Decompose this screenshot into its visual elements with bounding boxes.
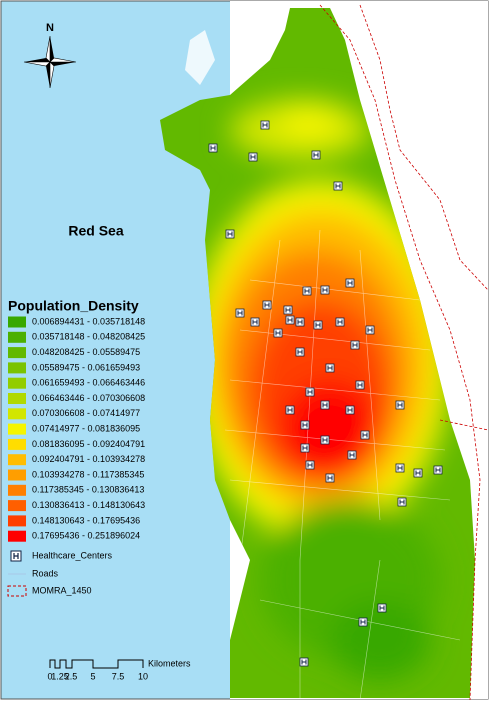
healthcare-glyph [287, 407, 293, 413]
scale-unit: Kilometers [148, 658, 191, 668]
legend-label: 0.17695436 - 0.251896024 [32, 531, 140, 541]
healthcare-glyph [399, 499, 405, 505]
scale-label: 2.5 [65, 671, 78, 681]
legend-swatch [8, 515, 26, 527]
legend: 0.006894431 - 0.035718148 0.035718148 - 0… [8, 316, 145, 542]
healthcare-glyph [302, 422, 308, 428]
legend-label: 0.148130643 - 0.17695436 [32, 515, 140, 525]
north-label: N [46, 22, 54, 34]
healthcare-glyph [349, 452, 355, 458]
healthcare-glyph [315, 322, 321, 328]
scale-label: 10 [138, 671, 148, 681]
legend-swatch [8, 484, 26, 496]
legend-label: 0.081836095 - 0.092404791 [32, 439, 145, 449]
legend-swatch [8, 316, 26, 328]
healthcare-glyph [313, 152, 319, 158]
coast-strip [185, 30, 215, 85]
healthcare-glyph [322, 402, 328, 408]
scale-label: 7.5 [112, 671, 125, 681]
healthcare-glyph [285, 307, 291, 313]
healthcare-glyph [397, 465, 403, 471]
healthcare-glyph [362, 432, 368, 438]
legend-swatch [8, 500, 26, 512]
legend-swatch [8, 469, 26, 481]
healthcare-label: Healthcare_Centers [32, 550, 113, 560]
healthcare-glyph [307, 389, 313, 395]
sea-label: Red Sea [68, 223, 123, 239]
healthcare-glyph [322, 287, 328, 293]
healthcare-glyph [297, 319, 303, 325]
legend-label: 0.048208425 - 0.05589475 [32, 347, 140, 357]
healthcare-glyph [367, 327, 373, 333]
legend-swatch [8, 423, 26, 435]
healthcare-glyph [379, 605, 385, 611]
healthcare-glyph [435, 467, 441, 473]
healthcare-glyph [227, 231, 233, 237]
healthcare-legend: Healthcare_Centers [10, 550, 113, 562]
legend-label: 0.070306608 - 0.07414977 [32, 408, 140, 418]
healthcare-glyph [360, 619, 366, 625]
legend-label: 0.130836413 - 0.148130643 [32, 500, 145, 510]
momra-boundary [319, 4, 489, 701]
healthcare-glyph [335, 183, 341, 189]
legend-swatch [8, 438, 26, 450]
legend-label: 0.07414977 - 0.081836095 [32, 423, 140, 433]
legend-swatch [8, 347, 26, 359]
boundary-label: MOMRA_1450 [32, 585, 92, 595]
healthcare-glyph [352, 342, 358, 348]
legend-swatch [8, 408, 26, 420]
healthcare-glyph [327, 365, 333, 371]
legend-label: 0.117385345 - 0.130836413 [32, 485, 144, 495]
scale-label: 5 [90, 671, 95, 681]
healthcare-glyph [304, 288, 310, 294]
legend-title: Population_Density [8, 298, 139, 314]
boundary-symbol [7, 585, 27, 597]
legend-label: 0.103934278 - 0.117385345 [32, 469, 144, 479]
legend-swatch [8, 377, 26, 389]
healthcare-glyph [327, 475, 333, 481]
healthcare-glyph [210, 145, 216, 151]
healthcare-glyph [262, 122, 268, 128]
legend-label: 0.061659493 - 0.066463446 [32, 378, 145, 388]
legend-label: 0.05589475 - 0.061659493 [32, 362, 140, 372]
healthcare-glyph [397, 402, 403, 408]
scale-label: 0 [47, 671, 52, 681]
healthcare-glyph [287, 317, 293, 323]
legend-label: 0.035718148 - 0.048208425 [32, 332, 145, 342]
healthcare-glyph [301, 659, 307, 665]
legend-swatch [8, 362, 26, 374]
healthcare-glyph [252, 319, 258, 325]
scale-labels: 01.252.5 5 7.5 10 [47, 671, 148, 681]
legend-label: 0.092404791 - 0.103934278 [32, 454, 145, 464]
healthcare-glyph [307, 462, 313, 468]
north-arrow: N [23, 22, 77, 89]
healthcare-glyph [322, 437, 328, 443]
healthcare-glyph [264, 302, 270, 308]
healthcare-glyph [415, 470, 421, 476]
scale-label: 1.25 [51, 671, 69, 681]
healthcare-glyph [337, 319, 343, 325]
legend-swatch [8, 393, 26, 404]
healthcare-glyph [275, 330, 281, 336]
healthcare-markers [208, 120, 443, 667]
roads-label: Roads [32, 568, 59, 578]
healthcare-glyph [250, 154, 256, 160]
legend-swatch [8, 454, 26, 466]
legend-label: 0.066463446 - 0.070306608 [32, 393, 145, 403]
healthcare-glyph [237, 310, 243, 316]
healthcare-glyph [347, 280, 353, 286]
legend-label: 0.006894431 - 0.035718148 [32, 316, 145, 326]
healthcare-glyph [297, 349, 303, 355]
legend-swatch [8, 331, 26, 343]
scale-bar [49, 659, 144, 669]
healthcare-glyph [357, 382, 363, 388]
healthcare-glyph [302, 445, 308, 451]
healthcare-glyph [347, 407, 353, 413]
legend-swatch [8, 530, 26, 542]
